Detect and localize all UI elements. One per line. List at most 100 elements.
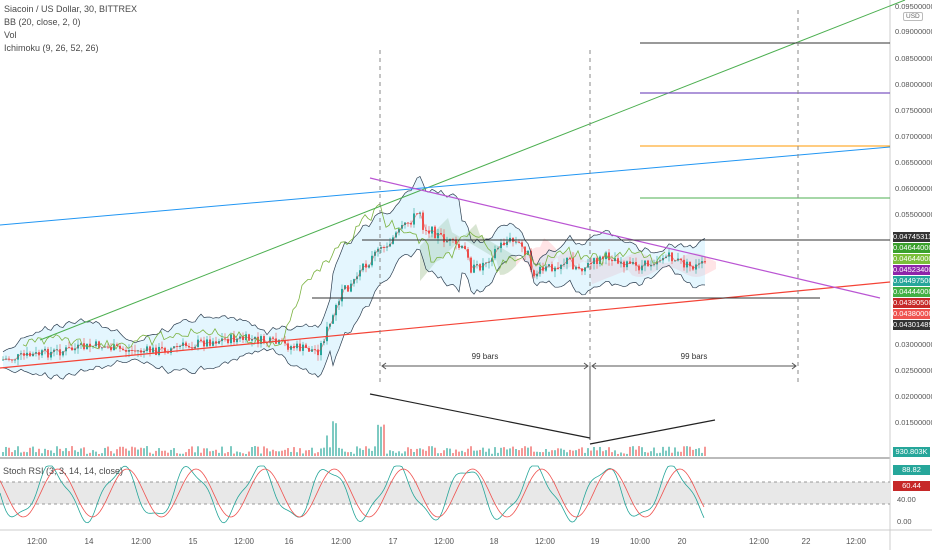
volume-bar <box>419 448 421 456</box>
volume-bar <box>179 453 181 456</box>
volume-bar <box>326 435 328 456</box>
volume-bar <box>344 451 346 456</box>
volume-bar <box>698 448 700 456</box>
volume-bar <box>143 448 145 456</box>
volume-bar <box>647 452 649 456</box>
volume-bar <box>659 452 661 456</box>
volume-bar <box>638 446 640 456</box>
volume-bar <box>407 447 409 456</box>
volume-bar <box>575 450 577 456</box>
volume-bar <box>596 450 598 456</box>
indicator-vol[interactable]: Vol <box>4 30 17 40</box>
blue-trendline[interactable] <box>0 146 891 226</box>
volume-bar <box>323 447 325 456</box>
volume-bar <box>542 452 544 456</box>
volume-bar <box>23 451 25 456</box>
time-tick: 19 <box>590 537 600 546</box>
candle-body <box>515 241 517 243</box>
volume-bar <box>260 453 262 456</box>
stoch-d <box>0 468 705 518</box>
volume-bar <box>614 450 616 456</box>
volume-bar <box>560 448 562 456</box>
green-trendline[interactable] <box>39 0 906 341</box>
volume-bar <box>218 452 220 456</box>
volume-bar <box>167 452 169 456</box>
volume-bar <box>116 449 118 456</box>
volume-bar <box>470 446 472 456</box>
volume-bar <box>215 449 217 456</box>
volume-bar <box>173 448 175 456</box>
volume-bar <box>32 446 34 456</box>
stoch-rsi-lines <box>0 465 705 524</box>
indicator-bb[interactable]: BB (20, close, 2, 0) <box>4 17 81 27</box>
volume-bar <box>680 451 682 456</box>
volume-bar <box>320 448 322 456</box>
volume-bar <box>119 446 121 456</box>
volume-bar <box>83 447 85 456</box>
volume-bar <box>584 452 586 456</box>
price-tick: 0.01500000 <box>895 418 932 427</box>
volume-bar <box>104 447 106 456</box>
volume-bar <box>491 453 493 456</box>
time-tick: 14 <box>84 537 94 546</box>
volume-bar <box>521 448 523 456</box>
volume-bar <box>518 450 520 456</box>
volume-bar <box>128 450 130 456</box>
volume-bar <box>365 446 367 456</box>
volume-bar <box>593 447 595 456</box>
volume-up-trendline[interactable] <box>589 419 716 445</box>
volume-bar <box>683 446 685 456</box>
currency-badge[interactable]: USD <box>903 12 923 21</box>
volume-bar <box>149 452 151 456</box>
volume-bar <box>524 446 526 456</box>
volume-bar <box>356 446 358 456</box>
volume-bar <box>212 450 214 456</box>
volume-bar <box>704 446 706 456</box>
volume-bar <box>620 452 622 456</box>
volume-bar <box>449 448 451 456</box>
volume-bar <box>122 446 124 456</box>
volume-bar <box>623 453 625 456</box>
candle-body <box>704 261 706 263</box>
volume-bar <box>248 451 250 456</box>
volume-bar <box>299 448 301 456</box>
volume-bar <box>374 446 376 456</box>
volume-down-trendline[interactable] <box>369 393 591 439</box>
volume-bar <box>146 446 148 456</box>
volume-bar <box>377 424 379 456</box>
stoch-tick: 40.00 <box>897 495 916 504</box>
volume-tag: 930.803K <box>893 447 930 457</box>
indicator-ichimoku[interactable]: Ichimoku (9, 26, 52, 26) <box>4 43 99 53</box>
volume-bar <box>335 423 337 456</box>
volume-bar <box>29 447 31 456</box>
volume-bar <box>368 448 370 456</box>
volume-bar <box>458 451 460 456</box>
price-tick: 0.03000000 <box>895 340 932 349</box>
volume-bar <box>548 451 550 456</box>
volume-bar <box>656 453 658 456</box>
volume-bar <box>314 453 316 456</box>
time-tick: 18 <box>489 537 499 546</box>
volume-bar <box>338 447 340 456</box>
price-tag: 0.04523400 <box>893 265 932 275</box>
red-trendline[interactable] <box>0 281 891 369</box>
volume-bar <box>62 451 64 456</box>
volume-bar <box>278 451 280 456</box>
volume-bar <box>137 449 139 456</box>
volume-bar <box>611 452 613 456</box>
volume-bar <box>269 451 271 456</box>
time-tick: 12:00 <box>26 537 48 546</box>
volume-bar <box>617 453 619 456</box>
purple-trendline[interactable] <box>369 177 881 299</box>
time-tick: 17 <box>388 537 398 546</box>
volume-bar <box>494 447 496 456</box>
symbol-title[interactable]: Siacoin / US Dollar, 30, BITTREX <box>4 4 138 14</box>
volume-bar <box>527 447 529 456</box>
volume-bar <box>488 448 490 456</box>
price-tag: 0.04390500 <box>893 298 932 308</box>
volume-bar <box>434 447 436 456</box>
volume-bar <box>341 448 343 456</box>
stoch-rsi-title[interactable]: Stoch RSI (3, 3, 14, 14, close) <box>3 466 124 476</box>
volume-bar <box>245 453 247 456</box>
